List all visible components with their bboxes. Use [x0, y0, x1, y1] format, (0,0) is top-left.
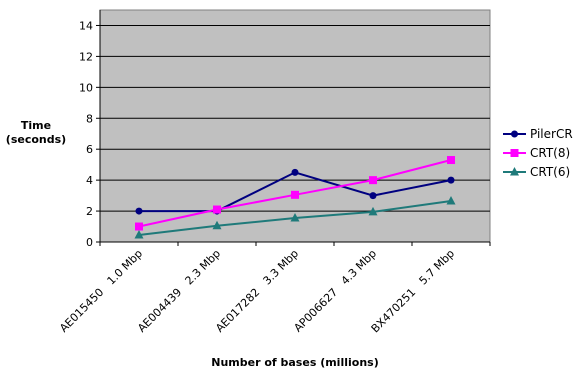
data-point-pilercr — [447, 176, 455, 184]
legend-item-crt-6: CRT(6) — [503, 165, 570, 179]
y-tick-label: 14 — [79, 19, 93, 32]
legend-item-pilercr: PilerCR — [503, 127, 573, 141]
y-tick-label: 6 — [86, 143, 93, 156]
legend-marker — [510, 149, 519, 157]
y-axis-title-line1: Time — [21, 119, 51, 132]
data-point-crt-6 — [368, 206, 378, 216]
legend-marker — [510, 167, 519, 176]
series-crt-8 — [135, 156, 455, 231]
series-crt-6 — [134, 196, 456, 239]
legend-marker — [511, 130, 518, 138]
data-point-crt-8 — [213, 205, 221, 214]
data-point-pilercr — [291, 168, 299, 176]
legend-item-crt-8: CRT(8) — [503, 146, 570, 160]
x-tick-label: AE004439 2.3 Mbp — [135, 247, 223, 335]
legend-label: PilerCR — [530, 127, 573, 141]
data-point-crt-6 — [212, 220, 222, 230]
data-point-pilercr — [135, 207, 143, 215]
series-lines — [134, 156, 456, 239]
x-tick-label: BX470251 5.7 Mbp — [369, 247, 457, 335]
legend-label: CRT(8) — [530, 146, 570, 160]
x-tick-label: AP006627 4.3 Mbp — [291, 247, 379, 335]
x-axis-title: Number of bases (millions) — [211, 356, 378, 369]
y-axis-title-line2: (seconds) — [6, 133, 66, 146]
y-tick-label: 2 — [86, 205, 93, 218]
y-tick-label: 12 — [79, 50, 93, 63]
data-point-crt-8 — [135, 222, 143, 231]
x-tick-label: AE015450 1.0 Mbp — [57, 247, 145, 335]
y-tick-label: 0 — [86, 236, 93, 249]
data-point-crt-6 — [446, 196, 456, 205]
plot-area — [99, 9, 491, 243]
data-point-crt-8 — [291, 190, 299, 199]
x-tick-label: AE017282 3.3 Mbp — [213, 247, 301, 335]
data-point-crt-6 — [134, 230, 144, 239]
data-point-crt-8 — [369, 176, 377, 185]
y-tick-label: 4 — [86, 174, 93, 187]
data-point-pilercr — [369, 192, 377, 200]
y-tick-labels: 0 2 4 6 8 10 12 14 — [79, 19, 93, 249]
y-tick-label: 8 — [86, 112, 93, 125]
y-tick-label: 10 — [79, 81, 93, 94]
legend: PilerCR CRT(8) CRT(6) — [500, 124, 573, 179]
axes — [99, 10, 491, 246]
data-point-crt-8 — [447, 156, 455, 165]
legend-label: CRT(6) — [530, 165, 570, 179]
data-point-crt-6 — [290, 213, 300, 222]
